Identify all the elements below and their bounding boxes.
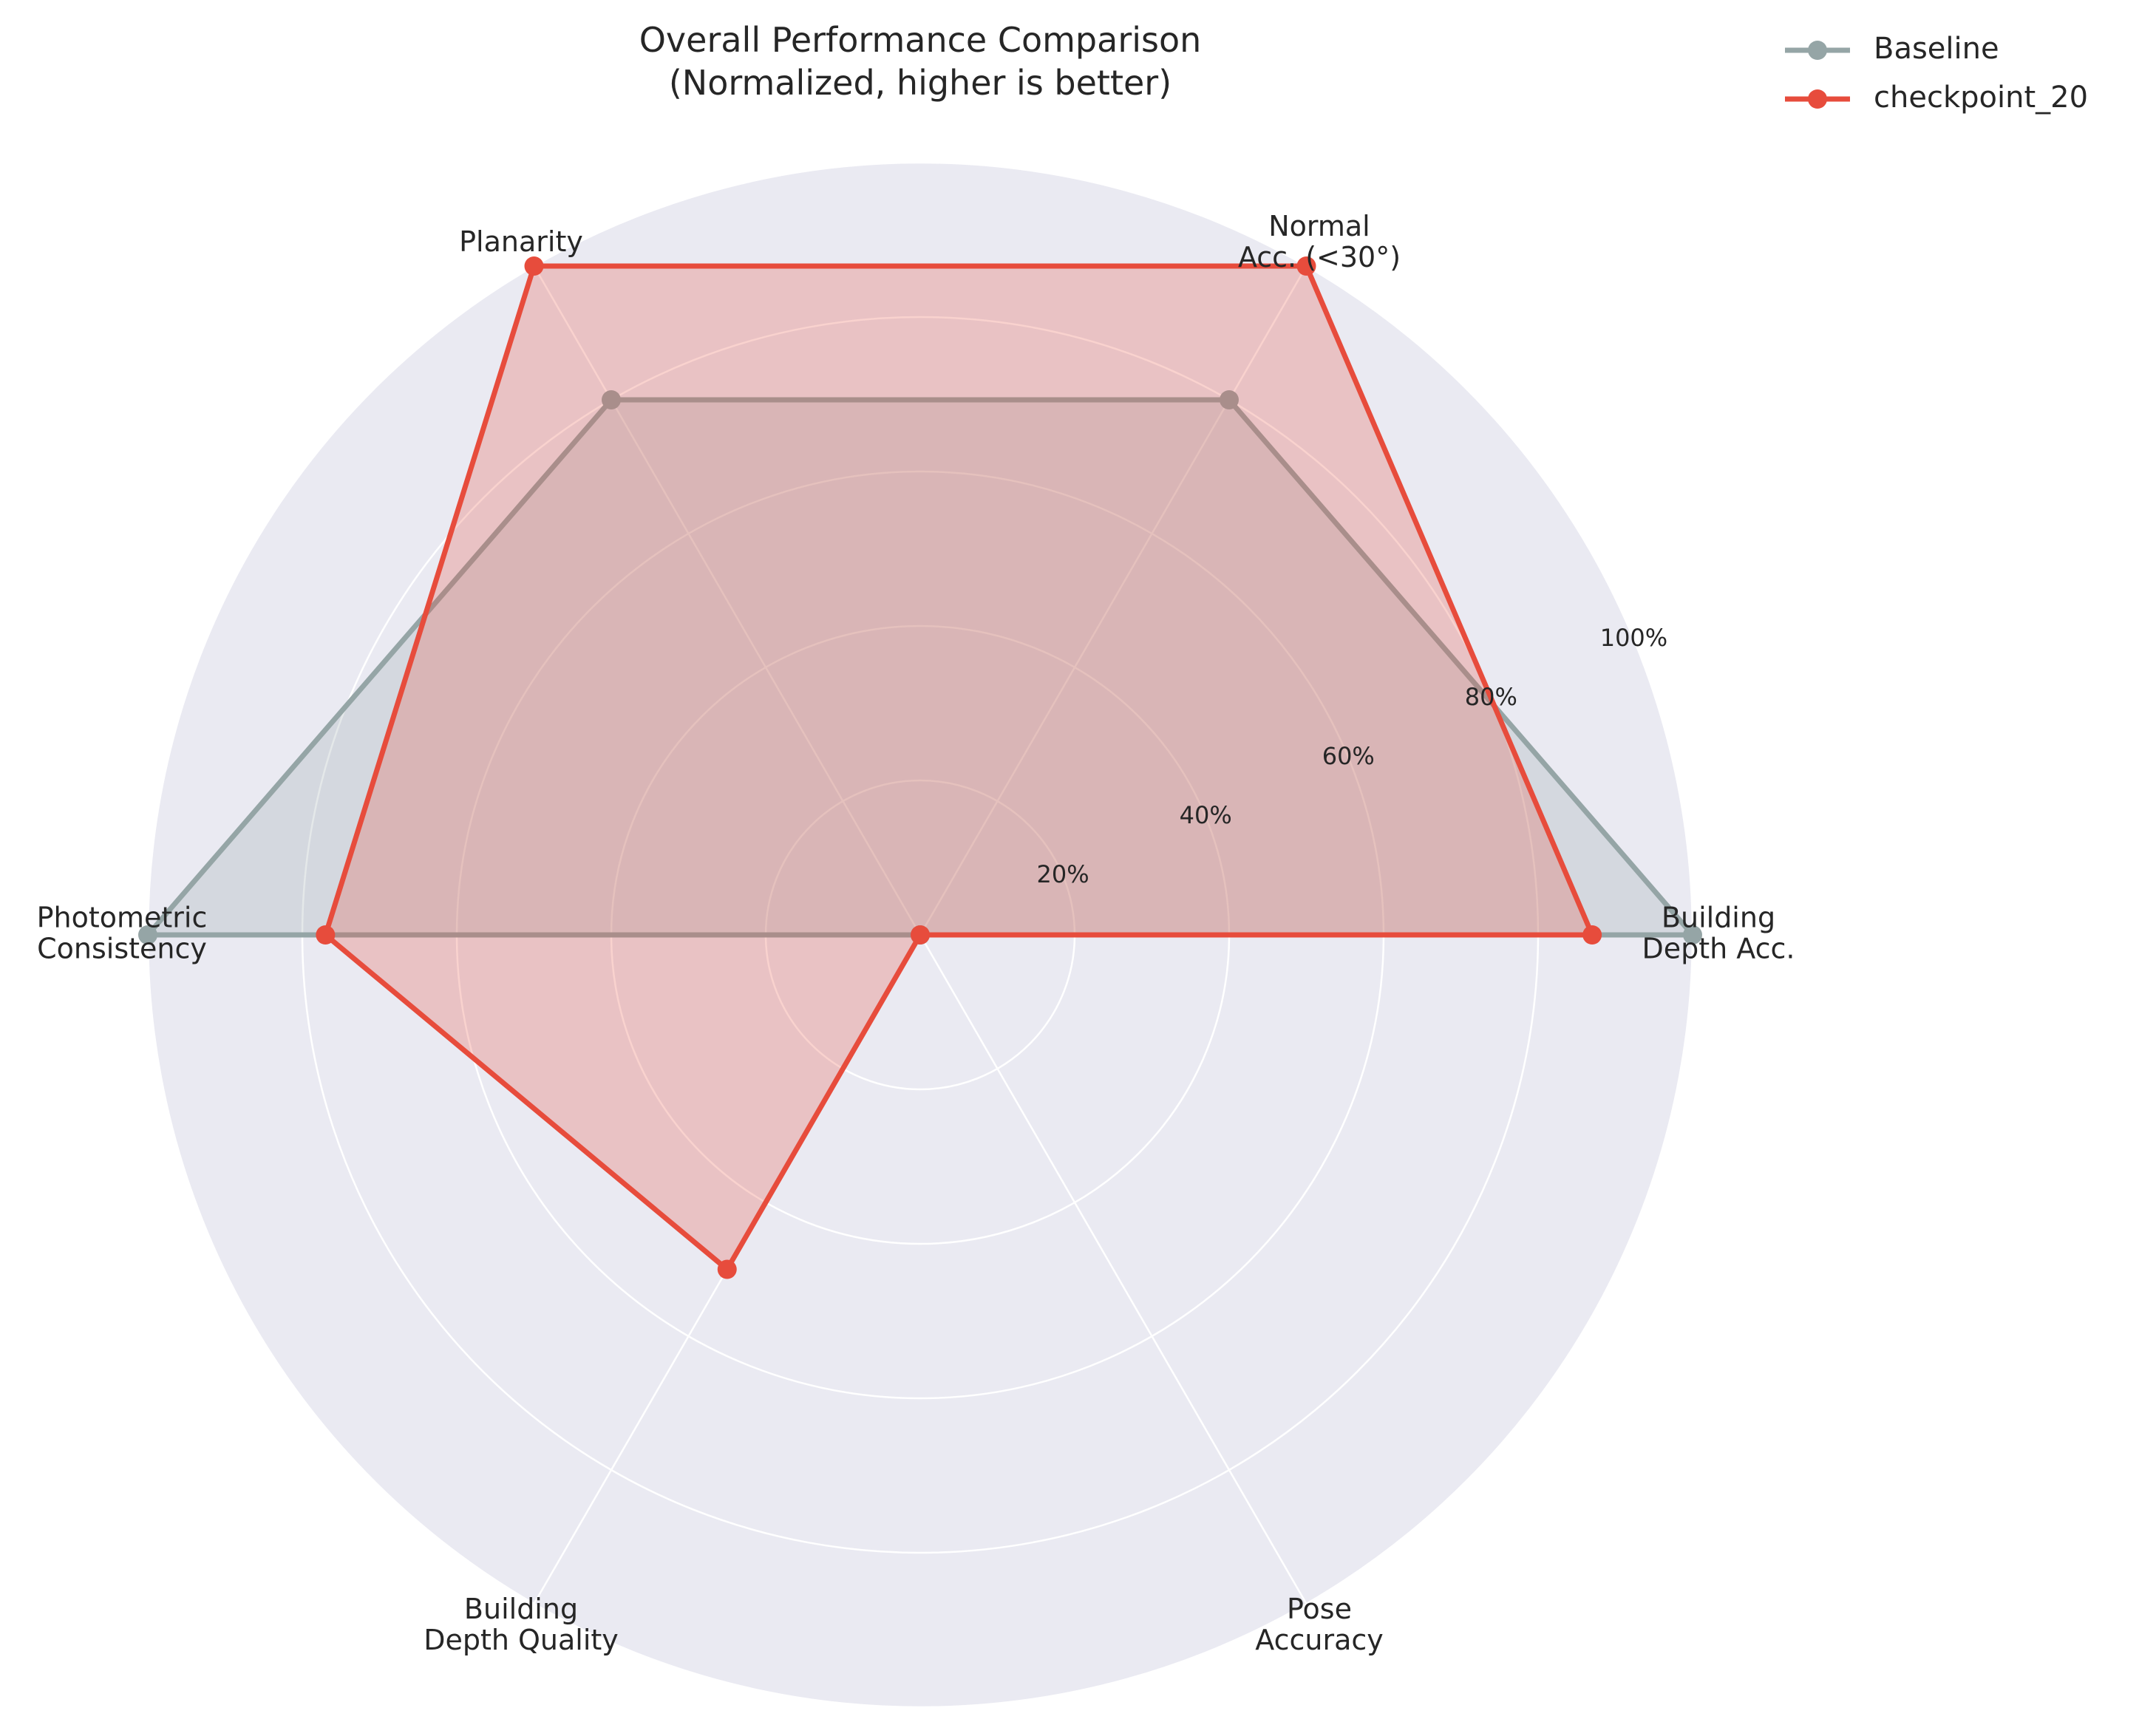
data-point xyxy=(1296,256,1316,276)
axis-label: Building xyxy=(464,1593,578,1625)
legend-label: Baseline xyxy=(1874,32,1999,66)
chart-title: Overall Performance Comparison xyxy=(639,20,1202,60)
data-point xyxy=(1582,925,1602,945)
axis-label: Planarity xyxy=(459,225,583,258)
r-tick-label: 100% xyxy=(1600,624,1667,652)
data-point xyxy=(524,256,544,276)
data-point xyxy=(911,925,930,945)
axis-label: Building xyxy=(1662,902,1775,934)
grid-spoke xyxy=(919,265,1307,936)
axis-label: Consistency xyxy=(37,933,207,965)
r-tick-label: 60% xyxy=(1322,742,1375,770)
r-tick-label: 40% xyxy=(1180,801,1232,829)
axis-label: Normal xyxy=(1268,210,1370,242)
legend-label: checkpoint_20 xyxy=(1874,81,2088,115)
axis-label: Depth Acc. xyxy=(1642,933,1795,965)
series-fill-1 xyxy=(325,266,1593,1270)
data-point xyxy=(138,925,157,945)
data-point xyxy=(316,925,336,945)
legend-swatch-marker xyxy=(1808,89,1827,109)
r-tick-label: 80% xyxy=(1465,683,1517,711)
label-layer: Overall Performance Comparison (Normaliz… xyxy=(37,20,1795,1656)
data-point xyxy=(1220,390,1239,410)
grid-spoke xyxy=(533,265,922,936)
chart-subtitle: (Normalized, higher is better) xyxy=(669,63,1171,103)
axis-label: Pose xyxy=(1287,1593,1352,1625)
axis-label: Accuracy xyxy=(1255,1624,1384,1656)
legend: Baseline checkpoint_20 xyxy=(1785,32,2088,115)
series-layer xyxy=(138,256,1702,1279)
grid-spoke xyxy=(919,934,1307,1604)
axis-label: Photometric xyxy=(37,902,208,934)
axis-label: Depth Quality xyxy=(424,1624,619,1656)
series-fill-0 xyxy=(148,400,1693,935)
data-point xyxy=(1683,925,1702,945)
data-point xyxy=(717,1259,737,1279)
data-point xyxy=(602,390,621,410)
r-tick-label: 20% xyxy=(1037,860,1089,888)
legend-swatch-marker xyxy=(1808,41,1827,60)
axis-label: Acc. (<30°) xyxy=(1238,241,1401,273)
